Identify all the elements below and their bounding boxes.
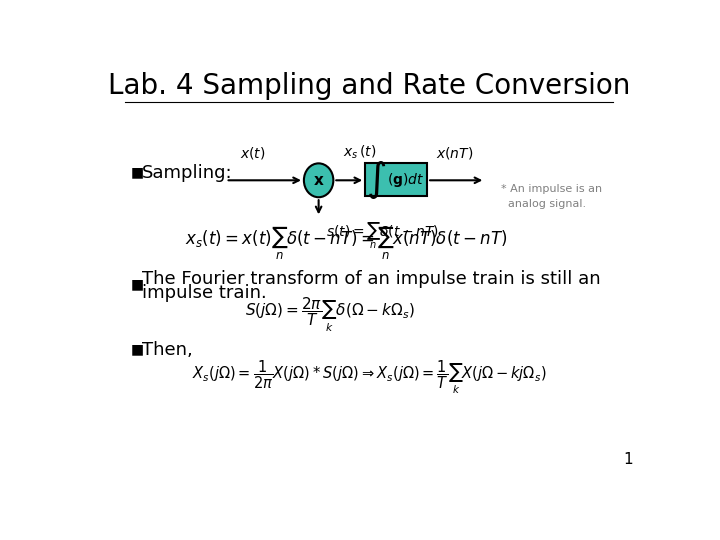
Text: ■: ■ — [130, 343, 143, 357]
Text: $(\mathbf{g})dt$: $(\mathbf{g})dt$ — [387, 171, 424, 190]
Text: ■: ■ — [130, 277, 143, 291]
Text: $x_s(t)=x(t)\sum_{n}\delta(t-nT)=\sum_{n}x(nT)\delta(t-nT)$: $x_s(t)=x(t)\sum_{n}\delta(t-nT)=\sum_{n… — [184, 225, 507, 262]
Text: $x(t)$: $x(t)$ — [240, 145, 266, 161]
Text: 1: 1 — [623, 452, 632, 467]
Text: Sampling:: Sampling: — [142, 164, 233, 181]
Text: Then,: Then, — [142, 341, 193, 359]
Text: $X_s(j\Omega)=\dfrac{1}{2\pi}X(j\Omega)*S(j\Omega)\Rightarrow X_s(j\Omega)=\dfra: $X_s(j\Omega)=\dfrac{1}{2\pi}X(j\Omega)*… — [192, 357, 546, 396]
Ellipse shape — [304, 164, 333, 197]
Text: $x(nT)$: $x(nT)$ — [436, 145, 473, 161]
Text: impulse train.: impulse train. — [142, 285, 266, 302]
Text: $\int$: $\int$ — [366, 159, 386, 200]
Text: ■: ■ — [130, 166, 143, 180]
Text: $x_s\,(t)$: $x_s\,(t)$ — [343, 144, 377, 161]
FancyBboxPatch shape — [365, 164, 427, 195]
Text: Lab. 4 Sampling and Rate Conversion: Lab. 4 Sampling and Rate Conversion — [108, 72, 630, 100]
Text: * An impulse is an
  analog signal.: * An impulse is an analog signal. — [500, 184, 602, 209]
Text: x: x — [314, 173, 323, 188]
Text: The Fourier transform of an impulse train is still an: The Fourier transform of an impulse trai… — [142, 270, 600, 288]
Text: $s(t)=\sum_{n}\delta(t-nT)$: $s(t)=\sum_{n}\delta(t-nT)$ — [326, 220, 439, 251]
Text: $S(j\Omega)=\dfrac{2\pi}{T}\sum_{k}\delta(\Omega-k\Omega_s)$: $S(j\Omega)=\dfrac{2\pi}{T}\sum_{k}\delt… — [246, 296, 415, 334]
